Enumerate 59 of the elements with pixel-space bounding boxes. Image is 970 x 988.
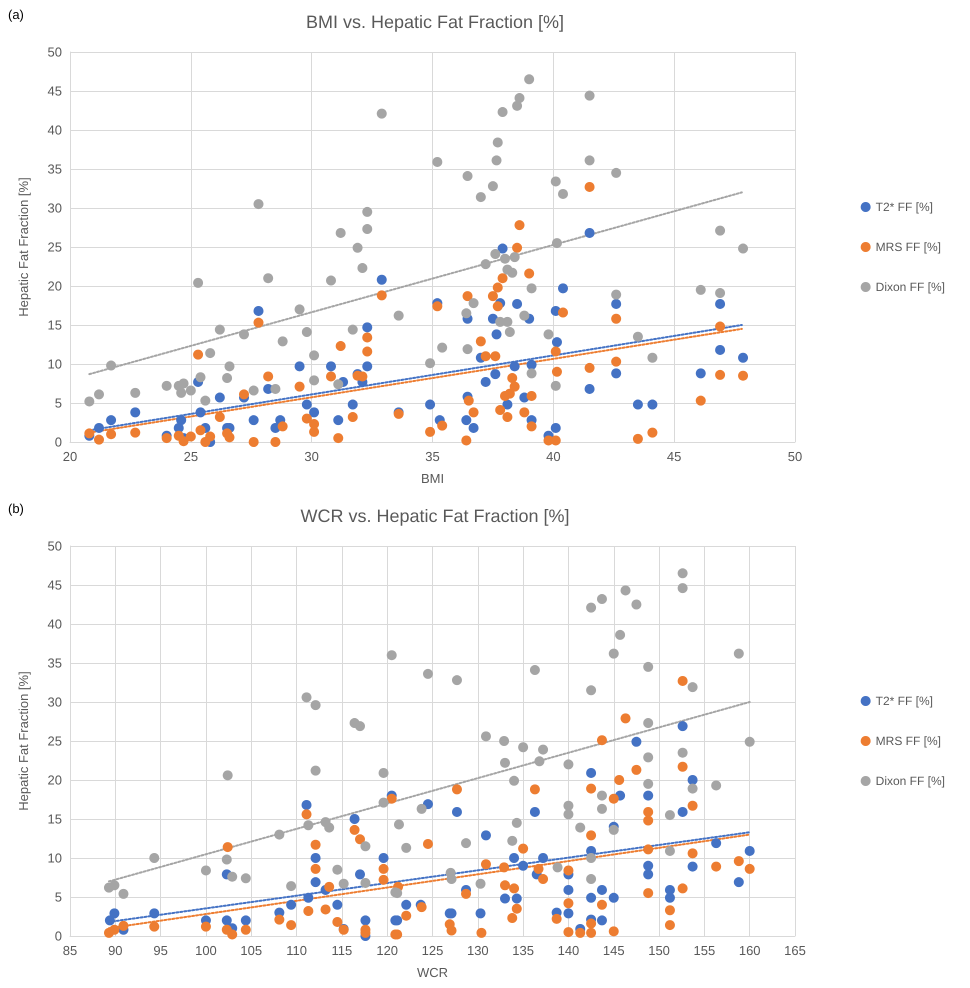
chart-title: BMI vs. Hepatic Fat Fraction [%] — [306, 12, 564, 32]
y-tick-label: 35 — [48, 162, 62, 176]
x-tick-label: 85 — [62, 943, 78, 958]
x-tick-label: 35 — [425, 449, 440, 464]
y-tick-label: 35 — [48, 656, 62, 670]
x-tick-label: 160 — [738, 943, 761, 958]
legend-label: T2* FF [%] — [876, 200, 933, 214]
legend-label: Dixon FF [%] — [876, 280, 946, 294]
x-tick-label: 165 — [784, 943, 806, 958]
y-tick-label: 15 — [48, 812, 62, 826]
y-tick-label: 10 — [48, 356, 62, 372]
y-tick-label: 50 — [48, 538, 62, 554]
y-axis-title: Hepatic Fat Fraction [%] — [16, 671, 31, 811]
y-tick-label: 45 — [48, 84, 62, 98]
x-tick-label: 30 — [304, 449, 319, 464]
x-tick-label: 25 — [184, 449, 198, 464]
y-tick-label: 45 — [48, 578, 62, 592]
y-tick-label: 10 — [48, 850, 62, 866]
y-tick-label: 20 — [48, 278, 62, 294]
x-tick-label: 125 — [422, 943, 444, 958]
text: (b) — [8, 501, 24, 516]
x-tick-label: 110 — [286, 943, 307, 958]
y-axis-title: Hepatic Fat Fraction [%] — [16, 177, 31, 317]
legend-label: MRS FF [%] — [876, 240, 941, 254]
x-tick-label: 100 — [195, 943, 217, 958]
legend-label: Dixon FF [%] — [876, 774, 946, 788]
y-tick-label: 5 — [54, 890, 62, 904]
x-tick-label: 130 — [466, 943, 489, 958]
y-tick-label: 25 — [48, 734, 62, 748]
chart-title: WCR vs. Hepatic Fat Fraction [%] — [300, 506, 570, 526]
x-tick-label: 105 — [240, 943, 262, 958]
y-tick-label: 25 — [48, 240, 62, 254]
legend-label: T2* FF [%] — [876, 694, 933, 708]
y-tick-label: 30 — [48, 200, 62, 216]
x-tick-label: 115 — [332, 943, 352, 958]
x-tick-label: 135 — [512, 943, 534, 958]
y-tick-label: 30 — [48, 694, 62, 710]
x-tick-label: 50 — [788, 449, 802, 464]
x-tick-label: 45 — [666, 449, 682, 464]
x-tick-label: 90 — [108, 943, 123, 958]
x-axis-title: WCR — [416, 965, 448, 980]
y-tick-label: 40 — [48, 616, 62, 632]
x-tick-label: 95 — [153, 943, 168, 958]
x-tick-label: 120 — [376, 943, 398, 958]
y-tick-label: 50 — [48, 44, 62, 60]
legend-label: MRS FF [%] — [876, 734, 941, 748]
y-tick-label: 40 — [48, 122, 62, 138]
y-tick-label: 15 — [48, 318, 62, 332]
y-tick-label: 5 — [54, 396, 62, 410]
text: (a) — [8, 7, 24, 22]
x-axis-title: BMI — [420, 471, 444, 486]
x-tick-label: 155 — [694, 943, 716, 958]
y-tick-label: 0 — [54, 434, 62, 450]
y-tick-label: 20 — [48, 772, 62, 788]
x-tick-label: 140 — [558, 943, 580, 958]
x-tick-label: 40 — [546, 449, 561, 464]
y-tick-label: 0 — [54, 928, 62, 944]
x-tick-label: 145 — [602, 943, 625, 958]
x-tick-label: 150 — [648, 943, 670, 958]
